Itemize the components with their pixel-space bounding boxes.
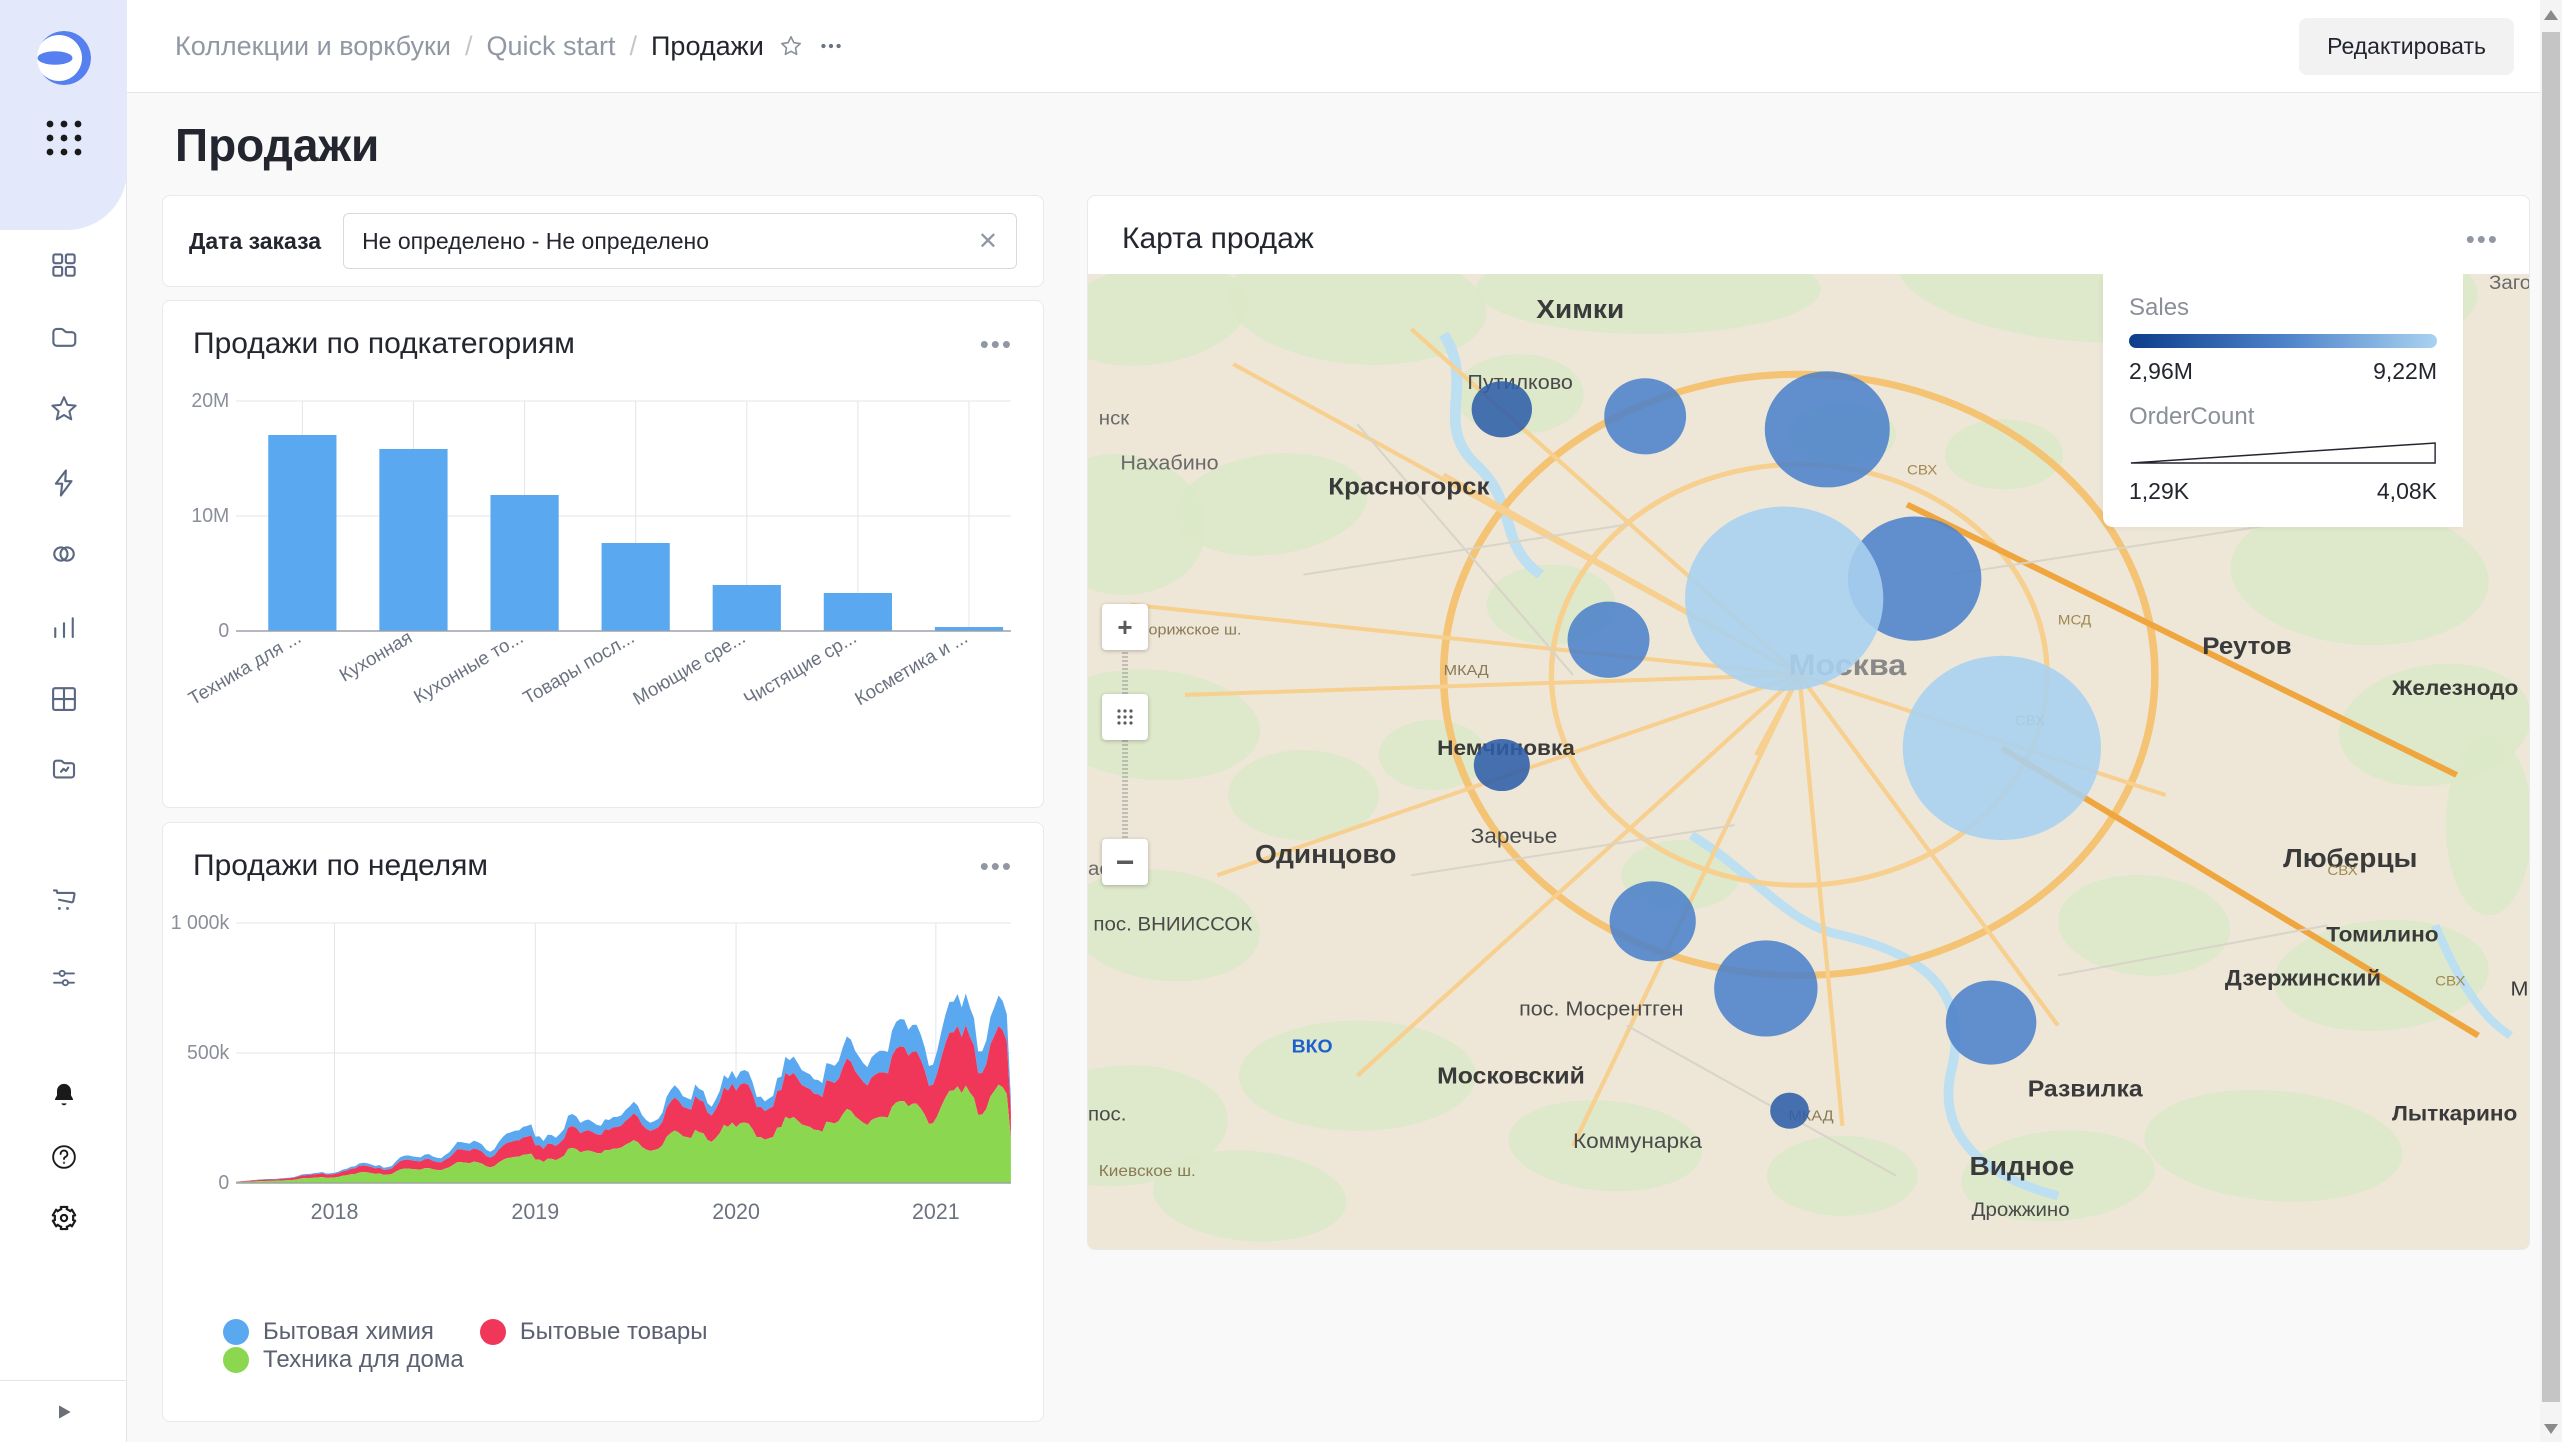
svg-text:МКАД: МКАД	[1444, 662, 1490, 678]
svg-text:Коммунарка: Коммунарка	[1573, 1129, 1703, 1153]
svg-text:0: 0	[218, 620, 229, 642]
svg-text:Московский: Московский	[1437, 1063, 1585, 1089]
svg-text:Заречье: Заречье	[1471, 824, 1558, 848]
svg-text:СВХ: СВХ	[2435, 974, 2466, 989]
svg-text:Видное: Видное	[1970, 1152, 2075, 1181]
svg-text:Моющие сре...: Моющие сре...	[629, 626, 749, 709]
svg-text:10M: 10M	[191, 505, 229, 527]
svg-text:Кухонные то...: Кухонные то...	[410, 626, 526, 707]
svg-text:СВХ: СВХ	[1907, 463, 1938, 478]
svg-text:Химки: Химки	[1536, 295, 1624, 324]
svg-text:Техника для ...: Техника для ...	[185, 626, 305, 709]
svg-text:Одинцово: Одинцово	[1255, 840, 1396, 869]
svg-text:Дзержинский: Дзержинский	[2225, 965, 2381, 990]
svg-text:Нахабино: Нахабино	[1120, 452, 1218, 474]
svg-text:Лыткарино: Лыткарино	[2392, 1101, 2517, 1125]
svg-text:Загорянский: Загорянский	[2489, 274, 2530, 294]
svg-text:Малах: Малах	[2511, 978, 2530, 1000]
svg-text:Косметика и ...: Косметика и ...	[851, 626, 971, 709]
svg-text:1 000k: 1 000k	[171, 912, 230, 934]
svg-text:МСД: МСД	[2058, 613, 2091, 628]
svg-text:Кухонная: Кухонная	[336, 626, 416, 686]
svg-text:СВХ: СВХ	[2327, 864, 2358, 879]
svg-text:Железнодо: Железнодо	[2391, 676, 2518, 700]
svg-text:нск: нск	[1099, 408, 1130, 429]
svg-text:500k: 500k	[187, 1042, 229, 1064]
svg-text:пос. Мосрентген: пос. Мосрентген	[1519, 998, 1683, 1020]
svg-text:Товары посл...: Товары посл...	[519, 626, 637, 708]
svg-text:Киевское ш.: Киевское ш.	[1099, 1161, 1196, 1179]
svg-text:пос. ВНИИССОК: пос. ВНИИССОК	[1093, 914, 1252, 935]
svg-text:Красногорск: Красногорск	[1328, 473, 1490, 500]
svg-text:пос.: пос.	[1088, 1104, 1126, 1125]
svg-text:Дрожжино: Дрожжино	[1972, 1200, 2070, 1221]
svg-text:2019: 2019	[511, 1199, 559, 1224]
svg-text:2020: 2020	[712, 1199, 760, 1224]
svg-text:Чистящие ср...: Чистящие ср...	[740, 626, 860, 709]
svg-text:Реутов: Реутов	[2202, 633, 2291, 660]
svg-text:2018: 2018	[311, 1199, 359, 1224]
svg-text:20M: 20M	[191, 390, 229, 412]
svg-text:0: 0	[218, 1172, 229, 1194]
svg-text:ВКО: ВКО	[1292, 1036, 1333, 1056]
svg-text:Развилка: Развилка	[2028, 1076, 2144, 1102]
svg-text:Томилино: Томилино	[2326, 922, 2438, 946]
svg-text:2021: 2021	[912, 1199, 960, 1224]
